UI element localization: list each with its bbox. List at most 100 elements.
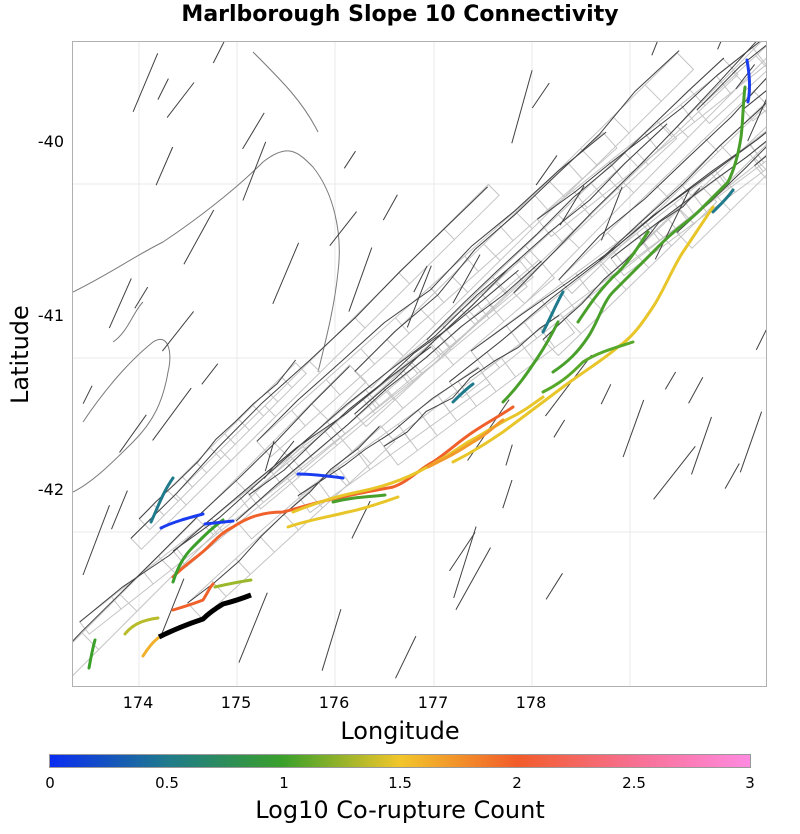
fault-green-south bbox=[87, 638, 97, 670]
fault-trace-line bbox=[651, 42, 658, 56]
fault-trace-line bbox=[691, 416, 712, 475]
fault-trace-line bbox=[453, 526, 477, 599]
fault-trace-line bbox=[212, 42, 225, 64]
xtick-label: 175 bbox=[220, 693, 252, 712]
fault-patch-outline bbox=[73, 364, 367, 677]
fault-trace-line bbox=[160, 578, 185, 635]
fault-trace-line bbox=[132, 53, 159, 112]
fault-trace-line bbox=[242, 112, 265, 150]
fault-trace-line bbox=[413, 265, 428, 293]
fault-trace-line bbox=[535, 155, 558, 186]
map-plot-area[interactable] bbox=[72, 41, 767, 687]
fault-traces bbox=[73, 42, 766, 679]
fault-trace-line bbox=[688, 377, 704, 404]
fault-east-green bbox=[551, 85, 747, 374]
fault-trace-line bbox=[537, 42, 760, 220]
fault-trace-line bbox=[382, 194, 398, 221]
fault-trace-line bbox=[664, 371, 677, 390]
fault-trace-line bbox=[343, 150, 356, 169]
map-canvas bbox=[73, 42, 766, 686]
fault-trace-line bbox=[747, 98, 766, 142]
x-axis-label: Longitude bbox=[340, 717, 460, 745]
fault-trace-line bbox=[545, 573, 563, 600]
fault-hope-orange bbox=[426, 418, 505, 469]
fault-trace-line bbox=[553, 419, 566, 438]
fault-trace-line bbox=[600, 186, 623, 241]
fault-patch-outline bbox=[130, 183, 500, 550]
fault-ygreen-1 bbox=[213, 578, 253, 589]
fault-green-3 bbox=[576, 230, 650, 324]
fault-trace-line bbox=[513, 42, 757, 294]
fault-trace-line bbox=[183, 209, 215, 265]
fault-orange-south bbox=[141, 636, 160, 658]
fault-trace-line bbox=[452, 254, 481, 304]
fault-trace-line bbox=[155, 146, 174, 186]
fault-patch-outline bbox=[558, 78, 766, 295]
fault-trace-line bbox=[238, 592, 268, 663]
fault-patch-outline bbox=[448, 130, 766, 399]
colorbar-tick: 1 bbox=[279, 774, 289, 792]
fault-patches bbox=[73, 42, 766, 677]
fault-trace-line bbox=[696, 44, 766, 111]
colorbar-tick: 0.5 bbox=[155, 774, 179, 792]
fault-east-yellow bbox=[451, 205, 715, 464]
fault-awatere-yellow bbox=[291, 395, 545, 514]
fault-wairau-orange bbox=[171, 405, 515, 579]
colorbar-tick: 2.5 bbox=[622, 774, 646, 792]
fault-trace-line bbox=[79, 346, 432, 623]
fault-ne-blue bbox=[745, 58, 752, 104]
fault-trace-line bbox=[622, 399, 645, 458]
fault-patch-outline bbox=[598, 101, 766, 274]
fault-green-4 bbox=[331, 493, 387, 504]
fault-trace-line bbox=[735, 64, 755, 90]
fault-trace-line bbox=[755, 329, 766, 351]
fault-trace-line bbox=[82, 505, 110, 576]
xtick-label: 177 bbox=[417, 693, 449, 712]
fault-trace-line bbox=[162, 311, 194, 352]
fault-trace-line bbox=[108, 278, 132, 329]
fault-trace-line bbox=[653, 445, 696, 500]
fault-patch-outline bbox=[696, 45, 766, 125]
colorbar-label: Log10 Co-rupture Count bbox=[255, 796, 545, 824]
fault-patch-outline bbox=[353, 125, 678, 428]
fault-trace-line bbox=[172, 258, 521, 552]
fault-patch-outline bbox=[542, 185, 718, 357]
fault-trace-line bbox=[134, 286, 149, 309]
fault-trace-line bbox=[263, 440, 295, 479]
fault-trace-line bbox=[545, 354, 592, 417]
fault-trace-line bbox=[235, 260, 542, 522]
fault-trace-line bbox=[111, 490, 128, 530]
colorbar-tick: 2 bbox=[512, 774, 522, 792]
fault-west-blue-2 bbox=[203, 519, 235, 526]
xtick-label: 178 bbox=[515, 693, 547, 712]
fault-trace-line bbox=[654, 187, 691, 260]
ytick-label: -41 bbox=[37, 306, 64, 325]
fault-west-green bbox=[171, 518, 225, 584]
fault-trace-line bbox=[256, 131, 607, 442]
fault-green-1 bbox=[501, 320, 560, 404]
map-title: Marlborough Slope 10 Connectivity bbox=[181, 2, 619, 27]
colorbar-tick: 1.5 bbox=[388, 774, 412, 792]
fault-trace-line bbox=[406, 265, 432, 328]
fault-trace-line bbox=[426, 57, 725, 341]
fault-west-blue-1 bbox=[159, 512, 205, 530]
y-axis-label: Latitude bbox=[6, 305, 34, 404]
fault-trace-line bbox=[395, 635, 417, 679]
colorbar bbox=[49, 754, 751, 768]
coastline bbox=[73, 51, 340, 493]
fault-trace-line bbox=[739, 411, 763, 473]
fault-trace-line bbox=[505, 444, 513, 466]
fault-trace-line bbox=[676, 146, 766, 233]
fault-patch-outline bbox=[536, 42, 766, 238]
fault-ne-teal bbox=[711, 188, 735, 214]
fault-patch-outline bbox=[512, 42, 766, 305]
fault-trace-line bbox=[329, 211, 357, 247]
fault-trace-line bbox=[354, 123, 668, 415]
fault-west-teal bbox=[149, 476, 175, 524]
fault-teal-1 bbox=[541, 290, 565, 334]
fault-trace-line bbox=[449, 131, 766, 383]
fault-trace-line bbox=[348, 247, 373, 312]
fault-teal-2 bbox=[451, 382, 475, 404]
fault-trace-line bbox=[558, 77, 766, 281]
fault-trace-line bbox=[511, 70, 533, 144]
